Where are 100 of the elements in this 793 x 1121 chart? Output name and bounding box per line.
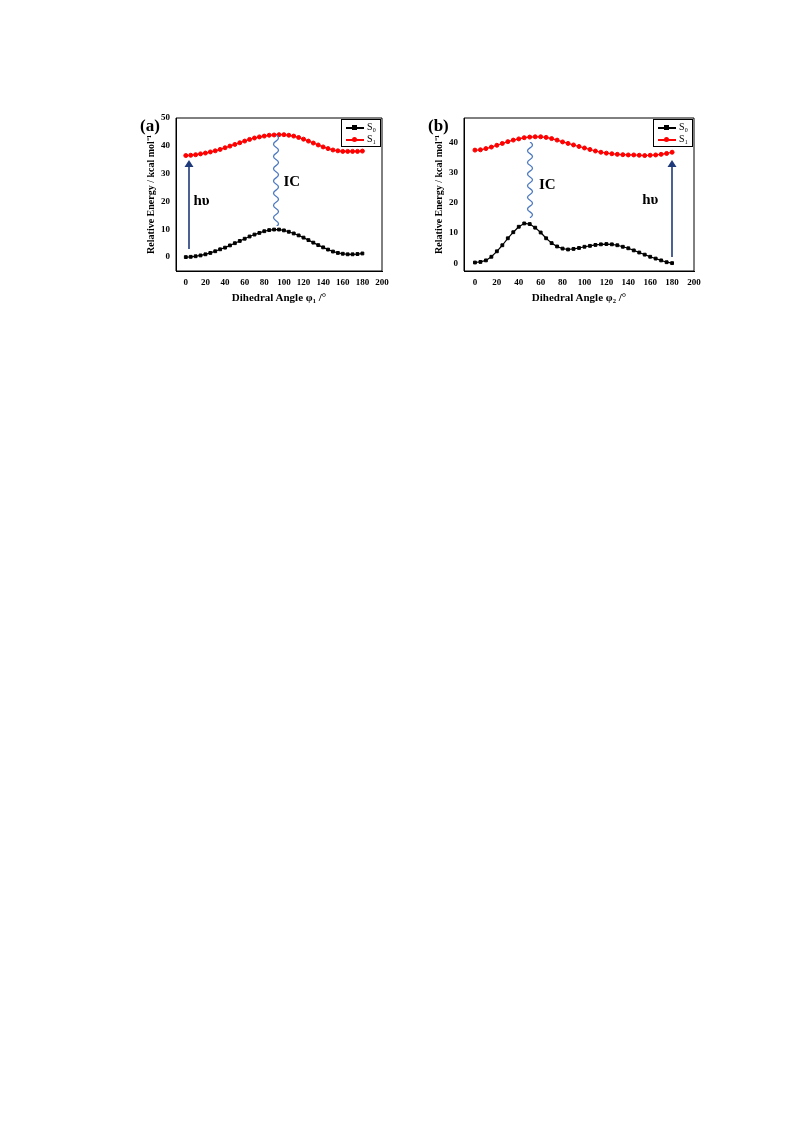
point (571, 246, 576, 251)
point (360, 251, 365, 256)
point (228, 243, 232, 248)
point (533, 225, 538, 230)
point (350, 252, 355, 257)
legend-label: S₁ (678, 133, 688, 144)
point (237, 239, 242, 243)
y-tick-label: 10 (161, 223, 171, 234)
point (648, 254, 653, 259)
point (604, 242, 609, 246)
point (511, 230, 516, 235)
x-tick-label: 140 (316, 276, 331, 287)
annotation: IC (538, 175, 556, 192)
point (340, 251, 345, 256)
point (555, 244, 560, 249)
x-tick-label: 200 (375, 276, 390, 287)
x-tick-label: 80 (259, 276, 270, 287)
x-tick-label: 20 (200, 276, 211, 287)
x-tick-label: 120 (599, 276, 614, 287)
point (242, 236, 247, 241)
point (494, 249, 499, 254)
point (538, 230, 543, 235)
point (593, 243, 598, 247)
point (272, 227, 277, 232)
annotation: hυ (193, 192, 210, 209)
point (544, 236, 549, 241)
y-tick-label: 20 (161, 195, 171, 206)
x-tick-label: 100 (277, 276, 292, 287)
point (218, 247, 223, 252)
point (637, 250, 642, 255)
legend-label: S₁ (366, 133, 376, 144)
legend-label: S₀ (366, 121, 376, 132)
x-tick-label: 140 (621, 276, 636, 287)
point (193, 254, 198, 259)
x-tick-label: 0 (472, 276, 478, 287)
point (213, 249, 218, 254)
point (659, 258, 664, 263)
point (296, 233, 301, 238)
point (577, 246, 581, 250)
point (566, 247, 570, 252)
point (626, 246, 631, 251)
point (208, 251, 213, 255)
point (262, 229, 267, 234)
y-tick-label: 30 (161, 167, 171, 178)
chart-title: (a) (140, 116, 160, 136)
point (277, 227, 281, 232)
point (478, 260, 483, 264)
x-tick-label: 200 (687, 276, 702, 287)
x-tick-label: 40 (514, 276, 524, 287)
point (267, 228, 272, 233)
point (335, 251, 340, 255)
y-tick-label: 0 (453, 257, 459, 268)
point (257, 230, 262, 235)
point (670, 261, 675, 266)
point (505, 236, 510, 241)
x-tick-label: 160 (336, 276, 351, 287)
x-tick-label: 100 (577, 276, 592, 287)
point (598, 242, 603, 247)
point (345, 252, 350, 257)
point (183, 255, 188, 260)
legend-label: S₀ (678, 121, 688, 132)
point (232, 241, 237, 246)
point (560, 246, 565, 251)
point (653, 256, 658, 261)
point (483, 258, 488, 263)
point (631, 248, 636, 253)
y-tick-label: 50 (161, 112, 171, 123)
point (355, 252, 360, 256)
point (522, 221, 527, 226)
point (620, 244, 625, 249)
point (281, 228, 286, 233)
point (664, 260, 669, 265)
y-tick-label: 40 (161, 140, 171, 151)
x-tick-label: 180 (665, 276, 680, 287)
point (321, 245, 326, 250)
x-tick-label: 60 (536, 276, 546, 287)
x-tick-label: 180 (355, 276, 370, 287)
point (311, 240, 316, 245)
point (582, 244, 587, 249)
y-tick-label: 0 (165, 251, 171, 262)
point (291, 231, 296, 236)
x-tick-label: 40 (220, 276, 231, 287)
y-tick-label: 10 (449, 227, 459, 238)
point (301, 235, 306, 240)
point (615, 243, 620, 248)
point (609, 242, 614, 247)
chart-title: (b) (428, 116, 449, 136)
x-tick-label: 120 (296, 276, 311, 287)
point (306, 238, 311, 243)
point (549, 241, 554, 246)
x-tick-label: 20 (492, 276, 502, 287)
point (286, 229, 291, 234)
point (588, 243, 592, 248)
point (500, 243, 505, 248)
y-tick-label: 40 (449, 136, 459, 147)
x-tick-label: 160 (643, 276, 658, 287)
point (331, 249, 335, 254)
point (326, 247, 330, 252)
point (252, 232, 257, 237)
point (473, 260, 477, 265)
